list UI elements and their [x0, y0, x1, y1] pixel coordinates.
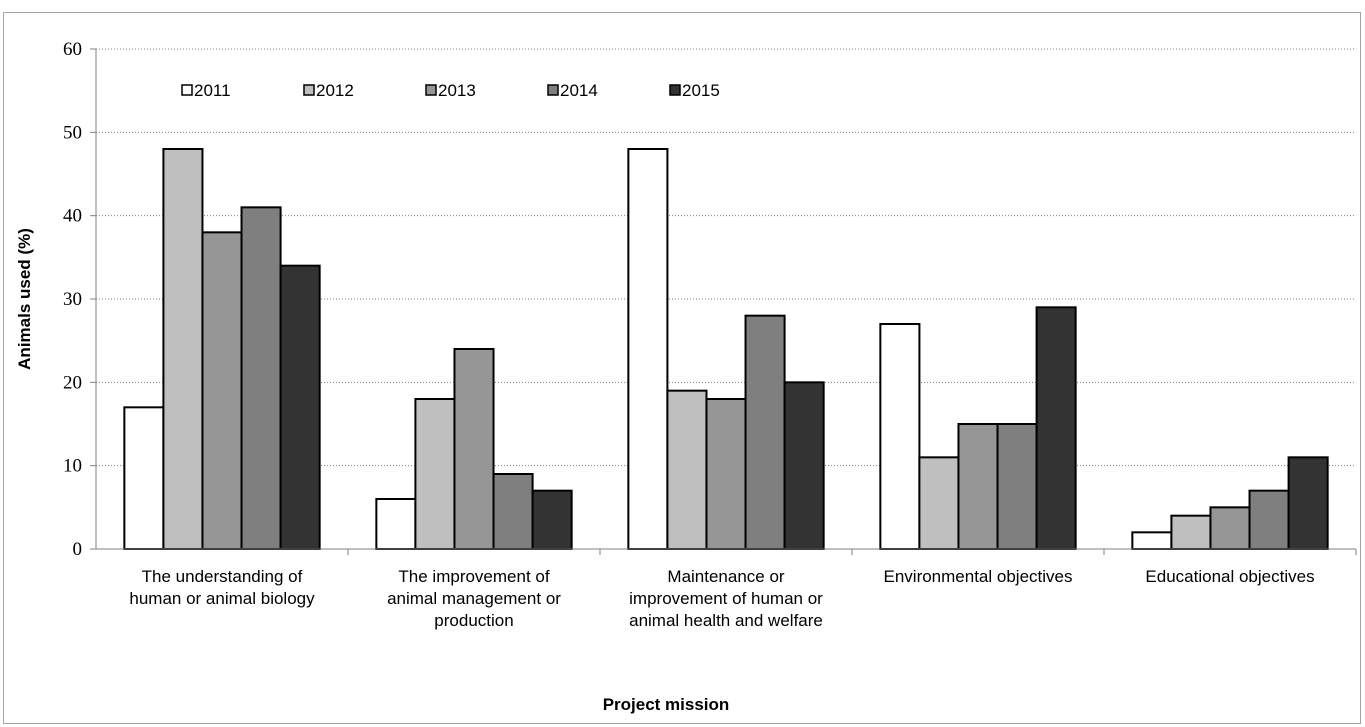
bar-2012: [162, 148, 204, 550]
category-label: human or animal biology: [129, 589, 315, 608]
legend-swatch-2013: [425, 84, 437, 96]
y-tick-label: 10: [63, 456, 82, 477]
bars: [123, 148, 1329, 551]
bar-2015: [531, 489, 573, 550]
legend-label-2015: 2015: [682, 81, 720, 100]
y-tick-label: 50: [63, 122, 82, 143]
bar-2011: [627, 148, 669, 550]
y-tick-label: 20: [63, 372, 82, 393]
bar-2012: [414, 398, 456, 550]
category-label: improvement of human or: [629, 589, 823, 608]
bar-2015: [1287, 456, 1329, 551]
bar-2014: [492, 473, 534, 550]
axes: 0 10 20 30 40 50 60 The understanding of human o…: [63, 39, 1357, 630]
category-label: The understanding of: [142, 567, 303, 586]
bar-2011: [123, 406, 165, 551]
bar-2012: [918, 456, 960, 551]
legend-label-2013: 2013: [438, 81, 476, 100]
legend-swatch-2011: [181, 84, 193, 96]
legend-swatch-2012: [303, 84, 315, 96]
y-axis-title: Animals used (%): [15, 228, 34, 370]
y-tick-label: 0: [73, 539, 83, 560]
category-label: The improvement of: [398, 567, 549, 586]
legend-label-2014: 2014: [560, 81, 598, 100]
bar-2014: [1248, 489, 1290, 550]
y-tick-label: 30: [63, 289, 82, 310]
bar-2015: [1035, 306, 1077, 551]
legend-label-2011: 2011: [194, 81, 231, 100]
legend: 2011 2012 2013 2014 2015: [181, 81, 720, 100]
bar-2014: [240, 206, 282, 550]
bar-2015: [783, 381, 825, 551]
category-label: Environmental objectives: [884, 567, 1073, 586]
bar-2014: [996, 423, 1038, 550]
category-label: animal management or: [387, 589, 561, 608]
category-label: production: [434, 611, 513, 630]
x-axis-title: Project mission: [603, 695, 730, 714]
category-label: Educational objectives: [1145, 567, 1314, 586]
bar-2014: [744, 314, 786, 550]
y-tick-label: 40: [63, 206, 82, 227]
bar-2011: [879, 323, 921, 550]
bar-2011: [1131, 531, 1173, 550]
legend-swatch-2015: [669, 84, 681, 96]
category-label: Maintenance or: [667, 567, 785, 586]
bar-2011: [375, 498, 417, 550]
bar-2013: [201, 231, 243, 550]
bar-2012: [1170, 514, 1212, 551]
legend-swatch-2014: [547, 84, 559, 96]
bar-2013: [957, 423, 999, 550]
legend-label-2012: 2012: [316, 81, 354, 100]
y-tick-label: 60: [63, 39, 82, 60]
bar-2013: [1209, 506, 1251, 551]
bar-2013: [453, 348, 495, 550]
bar-2012: [666, 389, 708, 550]
bar-2013: [705, 398, 747, 550]
category-label: animal health and welfare: [629, 611, 823, 630]
bar-2015: [279, 264, 321, 550]
